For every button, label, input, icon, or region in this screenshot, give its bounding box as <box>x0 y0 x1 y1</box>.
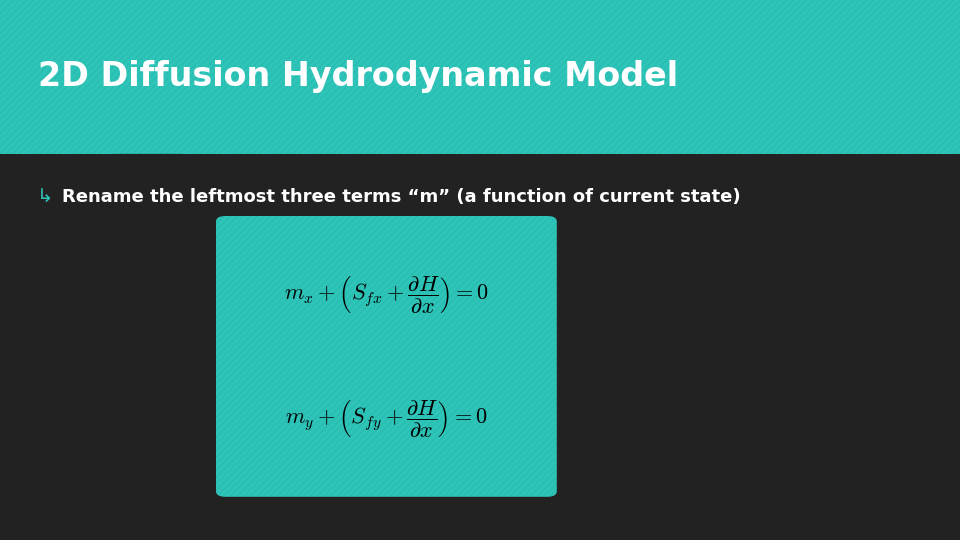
Text: $m_y + \left( S_{fy} + \dfrac{\partial H}{\partial x} \right) = 0$: $m_y + \left( S_{fy} + \dfrac{\partial H… <box>285 398 488 439</box>
Bar <box>0 0 960 154</box>
Text: ↳: ↳ <box>36 187 53 207</box>
Text: Rename the leftmost three terms “m” (a function of current state): Rename the leftmost three terms “m” (a f… <box>62 188 741 206</box>
Polygon shape <box>115 154 182 194</box>
Bar <box>0 0 960 154</box>
FancyBboxPatch shape <box>216 216 557 497</box>
Text: $m_x + \left( S_{fx} + \dfrac{\partial H}{\partial x} \right) = 0$: $m_x + \left( S_{fx} + \dfrac{\partial H… <box>284 274 489 315</box>
Text: 2D Diffusion Hydrodynamic Model: 2D Diffusion Hydrodynamic Model <box>38 60 679 93</box>
